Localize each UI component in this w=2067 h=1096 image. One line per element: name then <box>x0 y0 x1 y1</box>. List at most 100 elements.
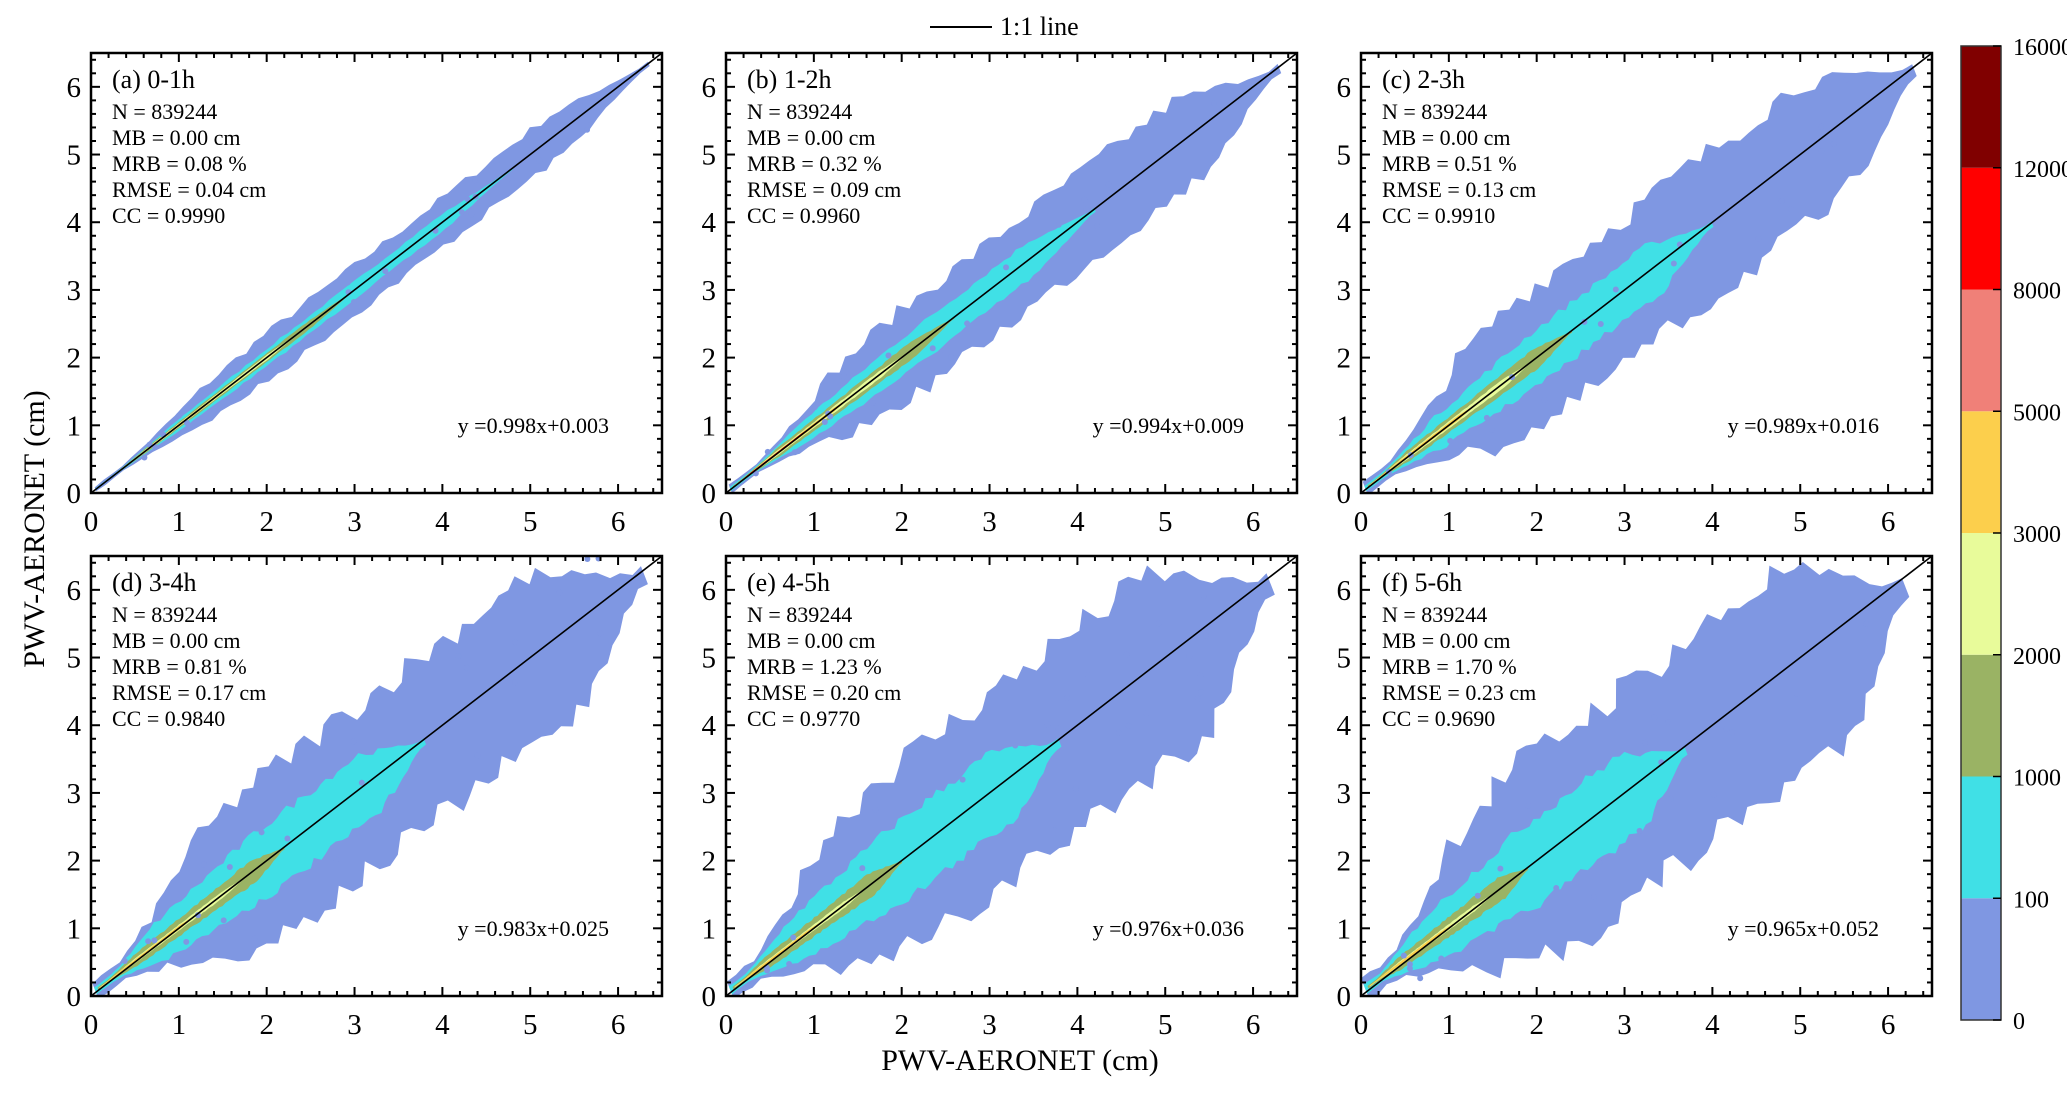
outlier-point <box>959 776 966 783</box>
stat-mrb: MRB = 1.70 % <box>1382 654 1517 679</box>
legend-label: 1:1 line <box>1000 12 1079 41</box>
panel-title: (e) 4-5h <box>747 568 830 597</box>
density-band-3000-5000 <box>1369 923 1453 987</box>
stat-mrb: MRB = 0.32 % <box>747 151 882 176</box>
plot-frame <box>724 554 1299 998</box>
outlier-point <box>791 449 798 456</box>
y-tick-label: 2 <box>1337 343 1352 375</box>
plot-area <box>1361 53 1932 493</box>
outlier-point <box>512 639 519 646</box>
x-tick-label: 6 <box>1246 1009 1261 1041</box>
one-to-one-line <box>91 53 662 493</box>
stat-mb: MB = 0.00 cm <box>112 628 241 653</box>
x-tick-label: 1 <box>1442 1009 1457 1041</box>
outlier-point <box>493 158 500 165</box>
y-tick-label: 1 <box>67 913 82 945</box>
one-to-one-line <box>1361 556 1932 996</box>
outlier-point <box>859 865 866 872</box>
x-tick-label: 0 <box>1354 1009 1369 1041</box>
outlier-point <box>1417 975 1424 982</box>
outlier-point <box>1143 710 1150 717</box>
outlier-point <box>416 218 423 225</box>
legend: 1:1 line <box>930 12 1079 42</box>
outlier-point <box>1541 396 1548 403</box>
x-tick-label: 4 <box>435 1009 450 1041</box>
colorbar-swatch <box>1961 654 2001 777</box>
outlier-point <box>1003 264 1010 271</box>
plot-area <box>1361 556 1932 996</box>
stat-n: N = 839244 <box>1382 99 1487 124</box>
outlier-point <box>121 958 128 965</box>
plot-area <box>91 53 662 493</box>
colorbar-swatch <box>1961 167 2001 290</box>
y-tick-label: 6 <box>1337 575 1352 607</box>
y-tick-label: 3 <box>702 778 717 810</box>
stat-mrb: MRB = 0.08 % <box>112 151 247 176</box>
outlier-point <box>175 412 182 419</box>
stat-cc: CC = 0.9960 <box>747 203 860 228</box>
outlier-point <box>1596 859 1603 866</box>
outlier-point <box>536 157 543 164</box>
outlier-point <box>1667 795 1674 802</box>
stat-mb: MB = 0.00 cm <box>1382 628 1511 653</box>
outlier-point <box>1710 791 1717 798</box>
y-tick-label: 6 <box>67 575 82 607</box>
outlier-point <box>141 454 148 461</box>
outlier-point <box>226 863 233 870</box>
outlier-point <box>1483 414 1490 421</box>
outlier-point <box>1788 206 1795 213</box>
x-tick-label: 1 <box>172 1009 187 1041</box>
outlier-point <box>1447 437 1454 444</box>
y-tick-label: 6 <box>67 72 82 104</box>
outlier-point <box>1155 620 1162 627</box>
outlier-point <box>1226 131 1233 138</box>
panel-title: (d) 3-4h <box>112 568 196 597</box>
outlier-point <box>1818 148 1825 155</box>
outlier-point <box>221 927 228 934</box>
outlier-point <box>1406 961 1413 968</box>
outlier-point <box>1012 742 1019 749</box>
stat-n: N = 839244 <box>112 602 217 627</box>
outlier-point <box>764 448 771 455</box>
stat-mb: MB = 0.00 cm <box>747 125 876 150</box>
x-tick-label: 1 <box>807 506 822 538</box>
y-tick-label: 1 <box>1337 410 1352 442</box>
outlier-point <box>964 320 971 327</box>
colorbar-tick-label: 2000 <box>2013 644 2061 670</box>
outlier-point <box>1817 123 1824 130</box>
panel-title: (a) 0-1h <box>112 65 195 94</box>
outlier-point <box>1085 672 1092 679</box>
x-tick-label: 6 <box>1246 506 1261 538</box>
x-tick-label: 2 <box>1529 506 1544 538</box>
outlier-point <box>1105 181 1112 188</box>
stat-rmse: RMSE = 0.23 cm <box>1382 680 1536 705</box>
outlier-point <box>1602 242 1609 249</box>
x-axis-label: PWV-AERONET (cm) <box>881 1044 1159 1077</box>
outlier-point <box>183 938 190 945</box>
x-tick-label: 6 <box>1881 1009 1896 1041</box>
fit-equation: y =0.998x+0.003 <box>458 413 609 438</box>
outlier-point <box>1125 722 1132 729</box>
stat-cc: CC = 0.9690 <box>1382 706 1495 731</box>
outlier-point <box>584 126 591 133</box>
stat-n: N = 839244 <box>747 99 852 124</box>
y-tick-label: 0 <box>1337 478 1352 510</box>
y-tick-label: 2 <box>702 846 717 878</box>
one-to-one-line <box>1361 53 1932 493</box>
fit-equation: y =0.976x+0.036 <box>1093 916 1244 941</box>
outlier-point <box>1636 827 1643 834</box>
x-tick-label: 1 <box>172 506 187 538</box>
x-tick-label: 2 <box>894 506 909 538</box>
panel-title: (b) 1-2h <box>747 65 831 94</box>
x-tick-label: 5 <box>523 506 538 538</box>
outlier-point <box>584 116 591 123</box>
outlier-point <box>1438 955 1445 962</box>
x-tick-label: 6 <box>611 1009 626 1041</box>
x-tick-label: 2 <box>259 1009 274 1041</box>
outlier-point <box>1186 653 1193 660</box>
outlier-point <box>1597 320 1604 327</box>
stat-mb: MB = 0.00 cm <box>1382 125 1511 150</box>
